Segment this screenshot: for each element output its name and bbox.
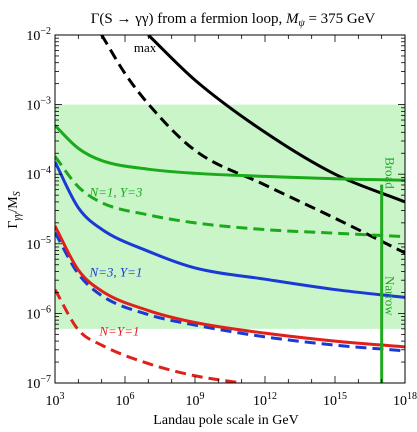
x-tick-label: 106 [116, 391, 135, 409]
series-line-n-y-1-dashed [55, 288, 242, 383]
x-tick-label: 1018 [393, 391, 417, 409]
series-line-n-3-y-1-dashed [55, 231, 405, 353]
annotation-layer: max N=1, Y=3 N=3, Y=1 N=Y=1 [88, 40, 156, 339]
vertical-label-narrow: Narrow [383, 276, 398, 316]
series-line-n-1-y-3-dashed [55, 155, 405, 239]
vertical-label-broad: Broad [383, 157, 398, 189]
series-line-n-1-y-3-solid [55, 124, 405, 182]
series-layer [55, 35, 405, 383]
annotation-n-3-y-1: N=3, Y=1 [88, 264, 142, 279]
y-tick-label: 10−5 [26, 235, 51, 253]
y-tick-label: 10−2 [26, 26, 51, 44]
x-tick-label: 109 [186, 391, 205, 409]
tick-label-layer: 103 106 109 1012 1015 1018 10−7 10−6 10−5 10−4 10−… [26, 26, 417, 409]
y-tick-label: 10−3 [26, 96, 51, 114]
y-axis-label: Γγγ/MS [6, 191, 23, 228]
plot-frame [54, 34, 406, 384]
annotation-n-y-1: N=Y=1 [98, 324, 139, 339]
x-axis-label: Landau pole scale in GeV [153, 413, 298, 428]
chart-title: Γ(S → γγ) from a fermion loop, Mψ = 375 … [91, 11, 376, 29]
y-tick-label: 10−6 [26, 304, 51, 322]
x-tick-label: 1012 [253, 391, 277, 409]
series-line-n-3-y-1-solid [55, 161, 405, 299]
vertical-line-layer: Broad Narrow [380, 157, 398, 383]
annotation-n-1-y-3: N=1, Y=3 [88, 184, 142, 199]
y-tick-label: 10−4 [26, 165, 51, 183]
annotation-max: max [134, 40, 157, 55]
y-tick-label: 10−7 [26, 374, 51, 392]
series-line-n-y-1-solid [55, 225, 405, 349]
x-tick-label: 103 [46, 391, 65, 409]
series-line-max-solid [147, 35, 405, 204]
axes-layer [54, 34, 406, 384]
x-tick-label: 1015 [323, 391, 347, 409]
